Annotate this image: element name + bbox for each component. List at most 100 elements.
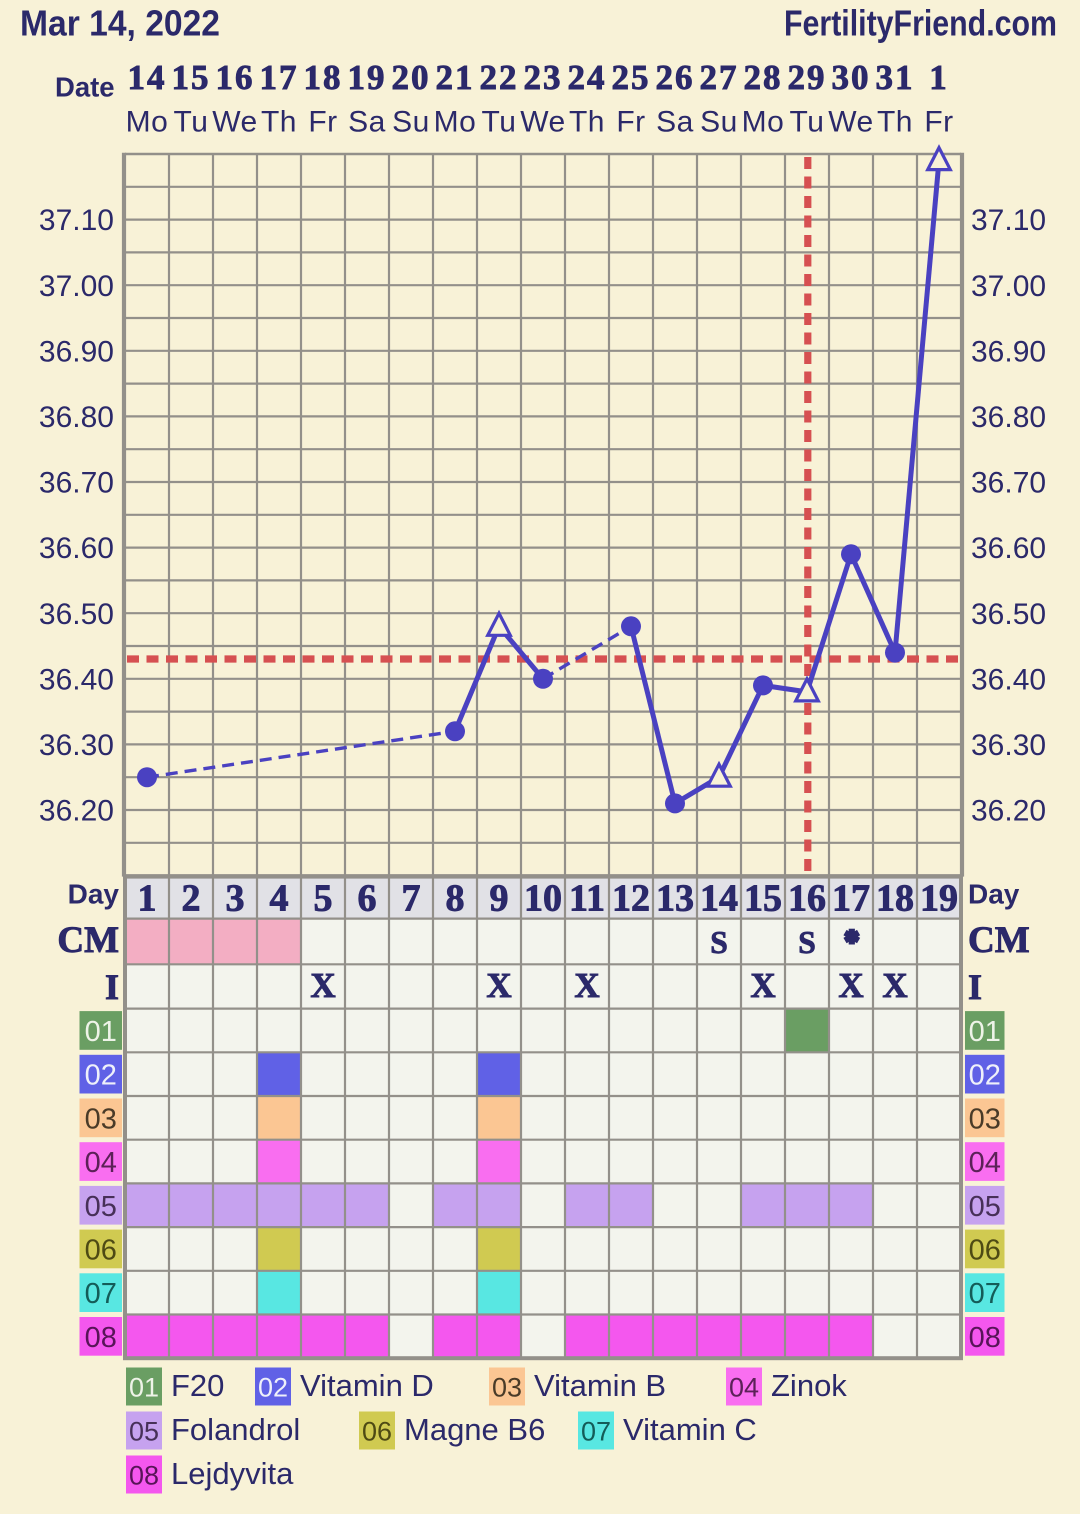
svg-text:Magne B6: Magne B6 bbox=[404, 1412, 545, 1447]
svg-text:36.60: 36.60 bbox=[971, 532, 1046, 565]
svg-text:17: 17 bbox=[260, 58, 299, 97]
svg-text:We: We bbox=[520, 105, 565, 138]
svg-text:Th: Th bbox=[569, 105, 605, 138]
svg-text:Su: Su bbox=[392, 105, 430, 138]
svg-text:Fr: Fr bbox=[616, 105, 645, 138]
svg-text:Mo: Mo bbox=[742, 105, 785, 138]
svg-text:16: 16 bbox=[216, 58, 255, 97]
svg-text:Su: Su bbox=[700, 105, 738, 138]
svg-text:37.10: 37.10 bbox=[39, 204, 114, 237]
svg-text:19: 19 bbox=[348, 58, 387, 97]
svg-text:36.90: 36.90 bbox=[971, 335, 1046, 368]
svg-text:14: 14 bbox=[128, 58, 167, 97]
svg-text:S: S bbox=[798, 925, 816, 960]
svg-text:06: 06 bbox=[969, 1235, 1001, 1267]
svg-text:Sa: Sa bbox=[348, 105, 386, 138]
svg-text:06: 06 bbox=[85, 1235, 117, 1267]
svg-text:13: 13 bbox=[656, 878, 694, 920]
svg-text:1: 1 bbox=[929, 58, 949, 97]
svg-text:Vitamin B: Vitamin B bbox=[534, 1368, 666, 1403]
svg-text:07: 07 bbox=[969, 1278, 1001, 1310]
svg-text:18: 18 bbox=[304, 58, 343, 97]
svg-text:Tu: Tu bbox=[174, 105, 209, 138]
svg-text:28: 28 bbox=[744, 58, 783, 97]
svg-text:36.40: 36.40 bbox=[971, 663, 1046, 696]
svg-text:15: 15 bbox=[744, 878, 782, 920]
svg-text:Sa: Sa bbox=[656, 105, 694, 138]
svg-text:X: X bbox=[882, 966, 907, 1005]
svg-text:16: 16 bbox=[788, 878, 826, 920]
svg-text:X: X bbox=[838, 966, 863, 1005]
svg-text:02: 02 bbox=[969, 1060, 1001, 1092]
svg-text:7: 7 bbox=[402, 878, 421, 920]
svg-text:8: 8 bbox=[446, 878, 465, 920]
svg-text:4: 4 bbox=[270, 878, 289, 920]
svg-text:01: 01 bbox=[969, 1016, 1001, 1048]
svg-text:3: 3 bbox=[226, 878, 245, 920]
svg-text:20: 20 bbox=[392, 58, 431, 97]
svg-text:12: 12 bbox=[612, 878, 650, 920]
svg-text:36.20: 36.20 bbox=[39, 795, 114, 828]
svg-text:Mo: Mo bbox=[434, 105, 477, 138]
svg-text:37.00: 37.00 bbox=[39, 270, 114, 303]
svg-text:X: X bbox=[310, 966, 335, 1005]
svg-text:Th: Th bbox=[261, 105, 297, 138]
svg-text:04: 04 bbox=[969, 1147, 1001, 1179]
svg-text:36.90: 36.90 bbox=[39, 335, 114, 368]
svg-text:36.80: 36.80 bbox=[971, 401, 1046, 434]
svg-text:26: 26 bbox=[656, 58, 695, 97]
svg-text:02: 02 bbox=[85, 1060, 117, 1092]
svg-text:05: 05 bbox=[129, 1416, 159, 1446]
svg-text:15: 15 bbox=[172, 58, 211, 97]
svg-text:1: 1 bbox=[138, 878, 157, 920]
svg-text:5: 5 bbox=[314, 878, 333, 920]
svg-text:Zinok: Zinok bbox=[771, 1368, 847, 1403]
svg-text:CM: CM bbox=[968, 920, 1030, 961]
svg-text:We: We bbox=[828, 105, 873, 138]
svg-text:Folandrol: Folandrol bbox=[171, 1412, 300, 1447]
svg-text:05: 05 bbox=[85, 1191, 117, 1223]
svg-text:F20: F20 bbox=[171, 1368, 224, 1403]
svg-text:Fr: Fr bbox=[924, 105, 953, 138]
svg-text:Lejdyvita: Lejdyvita bbox=[171, 1456, 294, 1491]
svg-text:22: 22 bbox=[480, 58, 519, 97]
svg-text:03: 03 bbox=[492, 1372, 522, 1402]
svg-text:36.50: 36.50 bbox=[971, 598, 1046, 631]
svg-text:Tu: Tu bbox=[790, 105, 825, 138]
svg-text:36.40: 36.40 bbox=[39, 663, 114, 696]
svg-text:36.50: 36.50 bbox=[39, 598, 114, 631]
svg-text:Vitamin D: Vitamin D bbox=[300, 1368, 434, 1403]
svg-text:14: 14 bbox=[700, 878, 738, 920]
svg-text:36.60: 36.60 bbox=[39, 532, 114, 565]
svg-text:36.30: 36.30 bbox=[39, 729, 114, 762]
svg-text:01: 01 bbox=[129, 1372, 159, 1402]
svg-text:27: 27 bbox=[700, 58, 739, 97]
svg-text:01: 01 bbox=[85, 1016, 117, 1048]
svg-text:36.70: 36.70 bbox=[39, 467, 114, 500]
svg-text:03: 03 bbox=[969, 1103, 1001, 1135]
svg-text:25: 25 bbox=[612, 58, 651, 97]
svg-text:05: 05 bbox=[969, 1191, 1001, 1223]
svg-text:Day: Day bbox=[968, 878, 1020, 909]
svg-text:23: 23 bbox=[524, 58, 563, 97]
svg-text:Mar 14, 2022: Mar 14, 2022 bbox=[20, 3, 220, 44]
svg-text:08: 08 bbox=[129, 1460, 159, 1490]
svg-text:9: 9 bbox=[490, 878, 509, 920]
svg-text:24: 24 bbox=[568, 58, 607, 97]
svg-text:X: X bbox=[574, 966, 599, 1005]
svg-text:04: 04 bbox=[729, 1372, 759, 1402]
svg-text:02: 02 bbox=[258, 1372, 288, 1402]
svg-text:37.10: 37.10 bbox=[971, 204, 1046, 237]
svg-text:07: 07 bbox=[581, 1416, 611, 1446]
svg-text:2: 2 bbox=[182, 878, 201, 920]
svg-text:Mo: Mo bbox=[126, 105, 169, 138]
svg-text:31: 31 bbox=[876, 58, 915, 97]
svg-text:Day: Day bbox=[68, 878, 120, 909]
svg-text:S: S bbox=[710, 925, 728, 960]
svg-text:Date: Date bbox=[55, 71, 115, 102]
svg-text:07: 07 bbox=[85, 1278, 117, 1310]
svg-text:36.30: 36.30 bbox=[971, 729, 1046, 762]
svg-text:30: 30 bbox=[832, 58, 871, 97]
svg-text:X: X bbox=[486, 966, 511, 1005]
svg-text:Tu: Tu bbox=[482, 105, 517, 138]
